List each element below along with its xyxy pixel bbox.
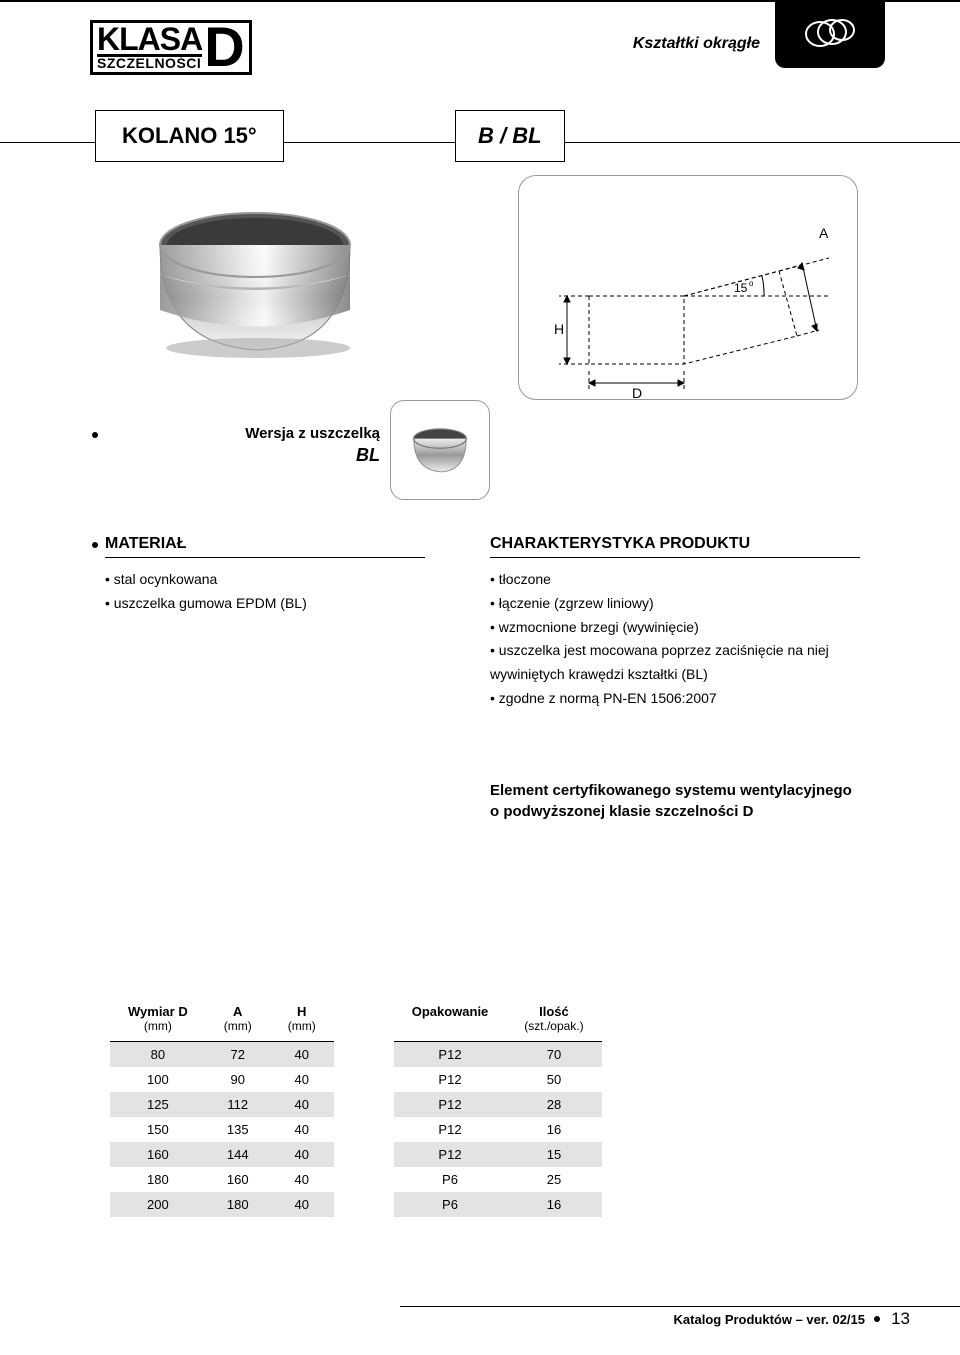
page-number: 13: [891, 1309, 910, 1329]
list-item: wzmocnione brzegi (wywinięcie): [490, 616, 860, 640]
cert-text: Element certyfikowanego systemu wentylac…: [490, 780, 860, 822]
table-cell: 180: [110, 1167, 206, 1192]
table-cell: 50: [506, 1067, 601, 1092]
table-row: P625: [394, 1167, 602, 1192]
table-row: 807240: [110, 1042, 334, 1068]
material-section: MATERIAŁ stal ocynkowana uszczelka gumow…: [105, 535, 425, 616]
table-cell: P6: [394, 1192, 507, 1217]
table-cell: 100: [110, 1067, 206, 1092]
table-cell: 150: [110, 1117, 206, 1142]
characteristics-list: tłoczone łączenie (zgrzew liniowy) wzmoc…: [490, 568, 860, 711]
diagram-a: A: [819, 225, 829, 241]
table-cell: 135: [206, 1117, 270, 1142]
list-item: uszczelka gumowa EPDM (BL): [105, 592, 425, 616]
table-cell: 180: [206, 1192, 270, 1217]
table-cell: 40: [270, 1167, 334, 1192]
th: Wymiar D(mm): [110, 1000, 206, 1042]
table-cell: P12: [394, 1092, 507, 1117]
duct-icon: [800, 14, 860, 54]
th: H(mm): [270, 1000, 334, 1042]
characteristics-heading: CHARAKTERYSTYKA PRODUKTU: [490, 535, 860, 558]
table-cell: 144: [206, 1142, 270, 1167]
diagram-d: D: [632, 385, 642, 401]
table-row: P1216: [394, 1117, 602, 1142]
table-cell: P12: [394, 1142, 507, 1167]
table-cell: 40: [270, 1067, 334, 1092]
table-row: 20018040: [110, 1192, 334, 1217]
th: Opakowanie: [394, 1000, 507, 1042]
table-cell: 16: [506, 1192, 601, 1217]
table-row: P1250: [394, 1067, 602, 1092]
table-cell: 28: [506, 1092, 601, 1117]
table-cell: 16: [506, 1117, 601, 1142]
table-cell: 160: [110, 1142, 206, 1167]
table-row: 16014440: [110, 1142, 334, 1167]
diagram-deg: o: [749, 279, 754, 288]
footer-divider: [400, 1306, 960, 1307]
table-row: P1215: [394, 1142, 602, 1167]
table-cell: P12: [394, 1067, 507, 1092]
table-cell: 40: [270, 1192, 334, 1217]
table-cell: 70: [506, 1042, 601, 1068]
diagram-h: H: [554, 321, 564, 337]
list-item: uszczelka jest mocowana poprzez zaciśnię…: [490, 639, 860, 687]
footer-dot: [874, 1316, 880, 1322]
table-cell: 40: [270, 1142, 334, 1167]
dot-marker: [92, 432, 98, 438]
material-list: stal ocynkowana uszczelka gumowa EPDM (B…: [105, 568, 425, 616]
table-row: 1009040: [110, 1067, 334, 1092]
logo-text-top: KLASA: [97, 21, 202, 57]
breadcrumb: Kształtki okrągłe: [633, 35, 760, 53]
variant-thumb-box: [390, 400, 490, 500]
logo-text-bottom: SZCZELNOŚCI: [97, 54, 202, 70]
product-render: [130, 195, 380, 375]
tech-diagram: H D A 15 o: [518, 175, 858, 400]
cert-line1: Element certyfikowanego systemu wentylac…: [490, 782, 852, 799]
table-cell: 40: [270, 1092, 334, 1117]
table-cell: 200: [110, 1192, 206, 1217]
table-row: P616: [394, 1192, 602, 1217]
footer-text: Katalog Produktów – ver. 02/15: [674, 1312, 865, 1327]
table-row: P1270: [394, 1042, 602, 1068]
table-cell: 90: [206, 1067, 270, 1092]
table-cell: 40: [270, 1117, 334, 1142]
klasa-d-logo: KLASA SZCZELNOŚCI D: [90, 20, 252, 75]
variant-code: BL: [120, 445, 380, 466]
characteristics-section: CHARAKTERYSTYKA PRODUKTU tłoczone łączen…: [490, 535, 860, 711]
logo-letter: D: [204, 25, 244, 70]
spec-tables: Wymiar D(mm) A(mm) H(mm) 807240100904012…: [110, 1000, 602, 1217]
th: Ilość(szt./opak.): [506, 1000, 601, 1042]
list-item: stal ocynkowana: [105, 568, 425, 592]
variant-label: Wersja z uszczelką: [120, 425, 380, 442]
table-row: P1228: [394, 1092, 602, 1117]
table-row: 15013540: [110, 1117, 334, 1142]
material-heading: MATERIAŁ: [105, 535, 425, 558]
table-cell: P6: [394, 1167, 507, 1192]
list-item: łączenie (zgrzew liniowy): [490, 592, 860, 616]
table-cell: 40: [270, 1042, 334, 1068]
list-item: tłoczone: [490, 568, 860, 592]
diagram-angle: 15: [734, 281, 748, 295]
cert-line2: o podwyższonej klasie szczelności D: [490, 803, 753, 820]
table-cell: 15: [506, 1142, 601, 1167]
packaging-table: Opakowanie Ilość(szt./opak.) P1270P1250P…: [394, 1000, 602, 1217]
table-cell: 160: [206, 1167, 270, 1192]
table-cell: 112: [206, 1092, 270, 1117]
dot-marker: [92, 542, 98, 548]
product-title: KOLANO 15°: [95, 110, 284, 162]
list-item: zgodne z normą PN-EN 1506:2007: [490, 687, 860, 711]
product-code: B / BL: [455, 110, 565, 162]
category-icon-box: [775, 0, 885, 68]
table-row: 12511240: [110, 1092, 334, 1117]
table-cell: 25: [506, 1167, 601, 1192]
table-cell: 72: [206, 1042, 270, 1068]
table-cell: 80: [110, 1042, 206, 1068]
table-cell: P12: [394, 1117, 507, 1142]
table-cell: 125: [110, 1092, 206, 1117]
table-row: 18016040: [110, 1167, 334, 1192]
th: A(mm): [206, 1000, 270, 1042]
table-cell: P12: [394, 1042, 507, 1068]
dimensions-table: Wymiar D(mm) A(mm) H(mm) 807240100904012…: [110, 1000, 334, 1217]
